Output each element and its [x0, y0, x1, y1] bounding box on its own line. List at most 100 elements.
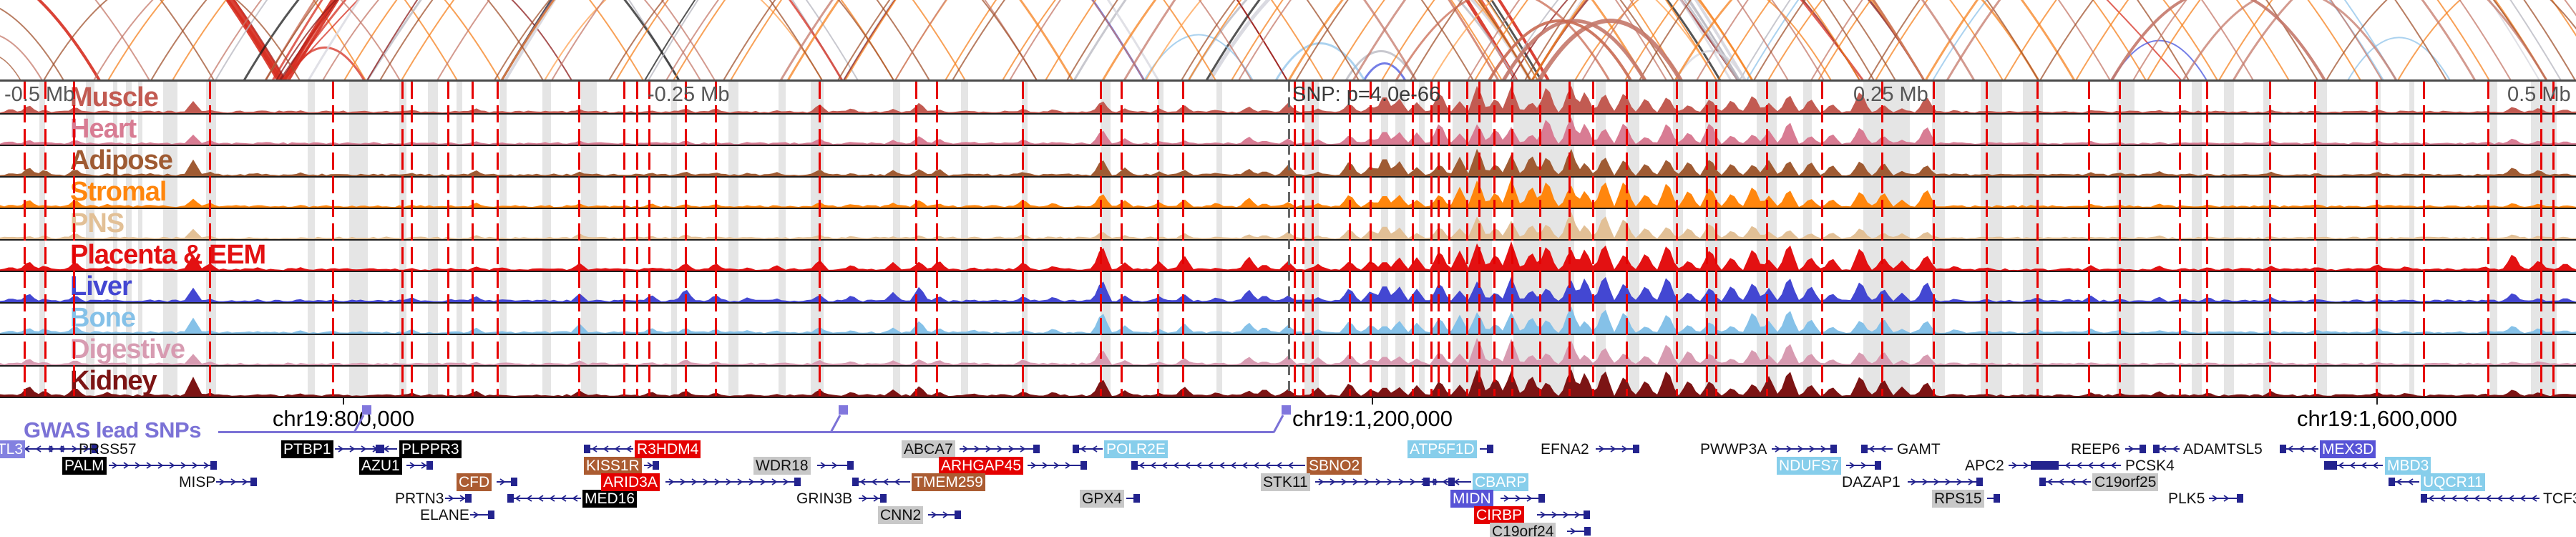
gene-label-gpx4[interactable]: GPX4: [1080, 490, 1125, 508]
gene-label-elane[interactable]: ELANE: [420, 507, 469, 523]
track-label[interactable]: PNS: [70, 208, 125, 238]
gene-label-mbd3[interactable]: MBD3: [2385, 457, 2431, 475]
ld-snp-line: [2552, 82, 2555, 396]
gene-label-c19orf24[interactable]: C19orf24: [1490, 523, 1556, 537]
interaction-arc: [1394, 0, 1611, 81]
track-label[interactable]: Digestive: [70, 334, 185, 364]
gene-label-plppr3[interactable]: PLPPR3: [399, 440, 462, 458]
interaction-arc: [786, 0, 1533, 81]
track-label[interactable]: Adipose: [70, 145, 173, 175]
gene-label-grin3b[interactable]: GRIN3B: [796, 490, 853, 507]
gene-label-kiss1r[interactable]: KISS1R: [584, 457, 642, 475]
gene-label-azu1[interactable]: AZU1: [359, 457, 402, 475]
ld-snp-line: [819, 82, 821, 396]
interaction-arcs-canvas[interactable]: [0, 0, 2576, 81]
interaction-arc: [1673, 0, 2041, 81]
gene-label-rps15[interactable]: RPS15: [1932, 490, 1984, 508]
track-label[interactable]: Muscle: [70, 82, 159, 112]
gene-label-r3hdm4[interactable]: R3HDM4: [635, 440, 701, 458]
gwas-track-line: [218, 431, 1274, 433]
ld-snp-line: [2540, 82, 2542, 396]
lead-snp-marker[interactable]: [362, 405, 371, 415]
interaction-arc: [0, 57, 22, 81]
gene-label-dazap1[interactable]: DAZAP1: [1842, 474, 1901, 490]
ld-snp-line: [1493, 82, 1496, 396]
gene-label-pwwp3a[interactable]: PWWP3A: [1700, 441, 1767, 458]
signal-track-kidney[interactable]: Kidney: [0, 365, 2576, 398]
gene-label-fstl3[interactable]: FSTL3: [0, 440, 26, 458]
gene-label-abca7[interactable]: ABCA7: [902, 440, 955, 458]
ld-snp-line: [1539, 82, 1541, 396]
gene-label-misp[interactable]: MISP: [179, 474, 216, 490]
gene-label-cirbp[interactable]: CIRBP: [1474, 506, 1525, 524]
interaction-arc: [281, 0, 844, 81]
gene-label-wdr18[interactable]: WDR18: [753, 457, 811, 475]
gene-label-med16[interactable]: MED16: [582, 490, 638, 508]
interaction-arc: [1430, 0, 1718, 81]
gene-label-tcf3[interactable]: TCF3: [2543, 490, 2576, 507]
interaction-arc: [543, 0, 824, 81]
lead-snp-marker[interactable]: [839, 405, 848, 415]
scale-label: SNP: p=4.0e-66: [1292, 83, 1441, 106]
gene-label-pcsk4[interactable]: PCSK4: [2125, 458, 2175, 474]
ld-snp-line: [401, 82, 404, 396]
ld-snp-line: [44, 82, 47, 396]
gene-label-cfd[interactable]: CFD: [457, 473, 492, 491]
gene-label-arid3a[interactable]: ARID3A: [601, 473, 660, 491]
gene-label-mex3d[interactable]: MEX3D: [2320, 440, 2376, 458]
gene-label-reep6[interactable]: REEP6: [2071, 441, 2120, 458]
gene-label-prtn3[interactable]: PRTN3: [395, 490, 444, 507]
gene-label-stk11[interactable]: STK11: [1261, 473, 1310, 491]
ld-snp-line: [73, 82, 75, 396]
gene-label-adamtsl5[interactable]: ADAMTSL5: [2183, 441, 2263, 458]
ld-snp-line: [1370, 82, 1372, 396]
interaction-arc: [628, 0, 680, 81]
gene-label-efna2[interactable]: EFNA2: [1541, 441, 1589, 458]
gene-label-cnn2[interactable]: CNN2: [878, 506, 924, 524]
gene-label-palm[interactable]: PALM: [62, 457, 107, 475]
track-label[interactable]: Liver: [70, 271, 132, 301]
ld-snp-line: [2179, 82, 2181, 396]
ld-snp-line: [1294, 82, 1296, 396]
ld-snp-line: [2036, 82, 2039, 396]
ld-snp-line: [2423, 82, 2425, 396]
gene-label-cbarp[interactable]: CBARP: [1473, 473, 1529, 491]
gene-label-prss57[interactable]: PRSS57: [79, 441, 137, 458]
interaction-arc: [1294, 0, 1897, 81]
gene-label-tmem259[interactable]: TMEM259: [912, 473, 985, 491]
interaction-arc: [160, 0, 215, 81]
ld-snp-line: [1182, 82, 1184, 396]
coordinate-label: chr19:800,000: [272, 406, 415, 431]
gene-label-ptbp1[interactable]: PTBP1: [281, 440, 333, 458]
track-label[interactable]: Kidney: [70, 366, 157, 396]
gene-label-sbno2[interactable]: SBNO2: [1307, 457, 1362, 475]
scale-label: -0.5 Mb: [4, 83, 75, 106]
gene-label-atp5f1d[interactable]: ATP5F1D: [1407, 440, 1477, 458]
ld-snp-line: [915, 82, 917, 396]
gene-label-c19orf25[interactable]: C19orf25: [2092, 473, 2159, 491]
track-label[interactable]: Heart: [70, 114, 137, 144]
gene-label-plk5[interactable]: PLK5: [2168, 490, 2205, 507]
signal-track-zone[interactable]: Muscle Heart Adipose Stromal PNS Placenta & E…: [0, 79, 2576, 398]
ld-snp-line: [1626, 82, 1628, 396]
gene-label-midn[interactable]: MIDN: [1450, 490, 1493, 508]
gene-label-arhgap45[interactable]: ARHGAP45: [939, 457, 1024, 475]
track-label[interactable]: Stromal: [70, 177, 167, 207]
gene-label-ndufs7[interactable]: NDUFS7: [1777, 457, 1842, 475]
ld-snp-line: [1715, 82, 1717, 396]
gene-label-gamt[interactable]: GAMT: [1897, 441, 1941, 458]
track-label[interactable]: Bone: [70, 303, 136, 333]
signal-plot: [0, 85, 2576, 113]
interaction-arc: [1274, 42, 1367, 81]
ld-snp-line: [1706, 82, 1708, 396]
track-label[interactable]: Placenta & EEM: [70, 240, 266, 270]
interaction-arc: [1487, 19, 1633, 81]
gene-label-uqcr11[interactable]: UQCR11: [2421, 473, 2485, 491]
gene-label-polr2e[interactable]: POLR2E: [1104, 440, 1168, 458]
ld-snp-line: [2487, 82, 2489, 396]
gene-label-apc2[interactable]: APC2: [1965, 458, 2004, 474]
lead-snp-marker[interactable]: [1282, 405, 1291, 415]
ld-snp-line: [623, 82, 625, 396]
interaction-arc: [0, 8, 65, 81]
